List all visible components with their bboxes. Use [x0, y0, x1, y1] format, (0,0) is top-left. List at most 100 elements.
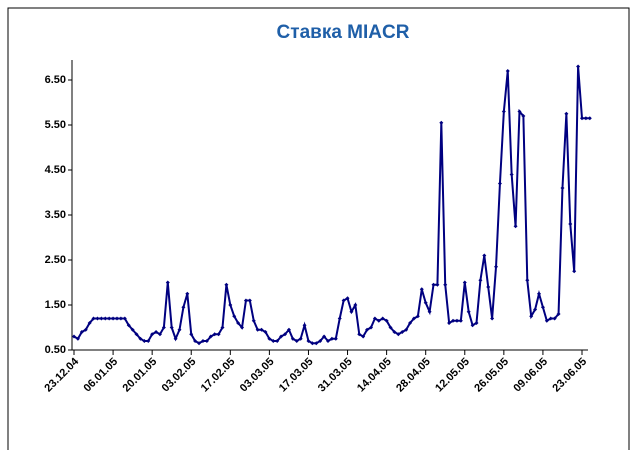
marker — [111, 316, 116, 321]
marker — [326, 339, 330, 343]
marker — [204, 339, 209, 343]
marker — [232, 314, 237, 319]
marker — [197, 341, 202, 346]
marker — [404, 327, 409, 332]
marker — [173, 336, 178, 341]
marker — [161, 325, 166, 330]
marker — [580, 116, 584, 121]
marker — [462, 280, 467, 285]
y-tick-label: 0.50 — [45, 344, 66, 356]
marker — [275, 339, 280, 343]
marker — [353, 303, 358, 307]
y-tick-label: 5.50 — [45, 119, 66, 131]
marker — [79, 330, 84, 334]
marker — [587, 116, 592, 121]
marker — [75, 336, 80, 341]
marker — [384, 318, 389, 323]
marker — [345, 296, 350, 301]
marker — [556, 312, 561, 316]
marker — [154, 330, 159, 334]
marker — [216, 332, 221, 337]
marker — [548, 316, 553, 321]
marker — [372, 316, 377, 321]
marker — [329, 336, 334, 341]
marker — [130, 327, 135, 332]
marker — [572, 269, 577, 274]
marker — [243, 298, 248, 303]
marker — [408, 321, 413, 325]
marker — [177, 327, 182, 332]
marker — [486, 285, 491, 289]
marker — [380, 316, 385, 321]
marker — [267, 336, 272, 341]
marker — [564, 111, 569, 116]
marker — [513, 224, 518, 229]
marker — [341, 298, 346, 303]
marker — [212, 332, 217, 337]
marker — [122, 316, 127, 321]
marker — [126, 323, 131, 328]
marker — [451, 318, 456, 323]
marker — [322, 334, 327, 339]
marker — [146, 339, 151, 343]
marker — [388, 325, 393, 330]
marker — [368, 325, 373, 330]
marker — [337, 316, 342, 321]
marker — [517, 109, 522, 114]
marker — [497, 181, 502, 186]
marker — [169, 325, 174, 330]
y-tick-label: 4.50 — [45, 164, 66, 176]
y-tick-label: 1.50 — [45, 299, 66, 311]
marker — [525, 278, 530, 283]
marker — [537, 291, 542, 296]
marker — [279, 334, 284, 339]
marker — [411, 316, 416, 321]
marker — [540, 305, 545, 310]
marker — [138, 336, 143, 341]
chart-title: Ставка MIACR — [277, 22, 410, 43]
marker — [490, 316, 495, 321]
marker — [181, 305, 186, 310]
marker — [365, 327, 370, 332]
marker — [185, 291, 190, 296]
marker — [208, 334, 213, 339]
marker — [118, 316, 123, 321]
marker — [314, 341, 319, 346]
marker — [361, 334, 366, 339]
marker — [302, 323, 307, 328]
y-tick-label: 2.50 — [45, 254, 66, 266]
marker — [294, 339, 299, 343]
marker — [333, 336, 338, 341]
marker — [72, 334, 76, 339]
marker — [431, 282, 436, 287]
marker — [165, 280, 170, 285]
marker — [200, 339, 205, 343]
marker — [482, 253, 487, 258]
marker — [439, 120, 444, 125]
marker — [474, 321, 479, 325]
marker — [114, 316, 119, 321]
marker — [193, 339, 198, 343]
marker — [349, 309, 354, 314]
marker — [310, 341, 315, 346]
marker — [423, 300, 428, 305]
marker — [298, 336, 303, 341]
marker — [142, 339, 147, 343]
marker — [286, 327, 291, 332]
marker — [419, 287, 424, 292]
marker — [505, 69, 510, 73]
marker — [228, 303, 233, 307]
marker — [224, 282, 229, 287]
marker — [458, 318, 463, 323]
marker — [454, 318, 459, 323]
marker — [478, 278, 483, 283]
marker — [318, 339, 323, 343]
marker — [95, 316, 100, 321]
marker — [552, 316, 557, 321]
marker — [521, 114, 526, 118]
marker — [533, 307, 538, 312]
marker — [189, 332, 194, 337]
marker — [415, 314, 420, 319]
marker — [470, 323, 475, 328]
